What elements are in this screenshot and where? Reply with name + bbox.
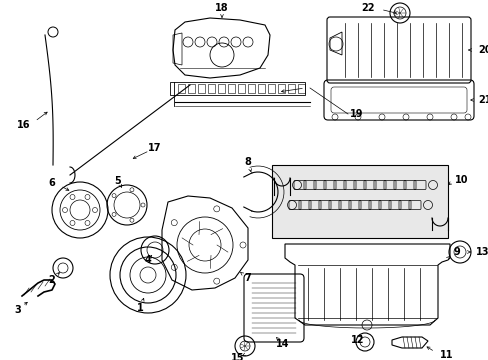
- Text: 9: 9: [453, 247, 460, 257]
- Text: 14: 14: [276, 339, 289, 349]
- Text: 3: 3: [15, 305, 21, 315]
- Text: 19: 19: [349, 109, 363, 119]
- Text: 6: 6: [48, 178, 55, 188]
- Text: 18: 18: [215, 3, 228, 13]
- Text: 17: 17: [148, 143, 162, 153]
- Text: 16: 16: [17, 120, 30, 130]
- Text: 20: 20: [477, 45, 488, 55]
- Text: 21: 21: [477, 95, 488, 105]
- Text: 11: 11: [439, 350, 452, 360]
- Text: 7: 7: [244, 273, 251, 283]
- Text: 5: 5: [114, 176, 121, 186]
- Text: 2: 2: [48, 275, 55, 285]
- Polygon shape: [271, 165, 447, 238]
- Text: 8: 8: [244, 157, 251, 167]
- Text: 12: 12: [350, 335, 364, 345]
- Text: 13: 13: [475, 247, 488, 257]
- Text: 22: 22: [361, 3, 374, 13]
- Text: 10: 10: [454, 175, 468, 185]
- Text: 15: 15: [231, 353, 244, 360]
- Text: 4: 4: [144, 255, 151, 265]
- Text: 1: 1: [136, 303, 143, 313]
